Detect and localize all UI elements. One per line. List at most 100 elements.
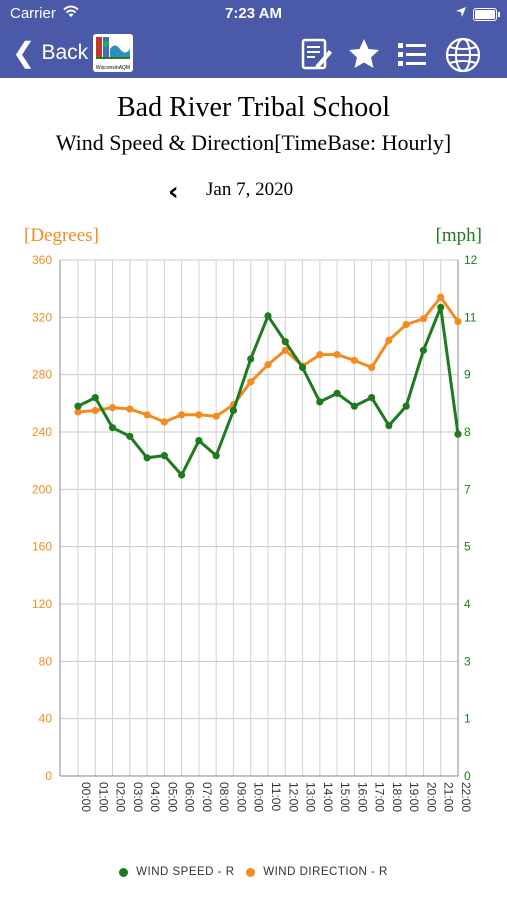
globe-icon[interactable] [444, 36, 481, 73]
right-tick-label: 7 [464, 482, 471, 496]
chart-subtitle: Wind Speed & Direction[TimeBase: Hourly] [55, 130, 452, 155]
nav-bar: ❮ Back WisconsinAQM [0, 28, 507, 78]
data-point-speed [247, 355, 255, 363]
left-axis-label: [Degrees] [24, 225, 99, 246]
data-point-speed [126, 432, 134, 440]
data-point-direction [419, 315, 428, 323]
data-point-direction [91, 406, 99, 415]
back-label: Back [41, 41, 89, 64]
x-tick-label: 02:00 [114, 782, 128, 812]
data-point-speed [212, 452, 220, 460]
legend-label-speed: WIND SPEED - R [136, 866, 235, 878]
data-point-direction [247, 378, 255, 386]
left-tick-label: 0 [45, 769, 52, 783]
x-tick-label: 07:00 [200, 782, 214, 812]
data-point-speed [178, 471, 186, 479]
data-point-direction [74, 408, 82, 416]
star-icon[interactable] [346, 36, 382, 72]
data-point-direction [368, 363, 376, 372]
data-point-direction [385, 336, 393, 344]
x-tick-label: 05:00 [165, 782, 179, 812]
x-tick-label: 16:00 [355, 782, 369, 812]
x-tick-label: 12:00 [286, 782, 300, 812]
left-tick-label: 360 [32, 253, 52, 267]
app-logo: WisconsinAQM [93, 34, 133, 72]
x-tick-label: 19:00 [407, 782, 421, 812]
data-point-direction [333, 351, 341, 359]
data-point-speed [385, 421, 393, 430]
data-point-direction [143, 411, 151, 419]
data-point-speed [108, 424, 117, 432]
data-point-speed [333, 389, 341, 397]
right-tick-label: 4 [464, 597, 471, 611]
right-tick-label: 12 [464, 253, 478, 267]
date-label: Jan 7, 2020 [206, 179, 294, 200]
status-bar: Carrier 7:23 AM [0, 0, 507, 28]
legend-item-speed: WIND SPEED - R [119, 866, 234, 878]
data-point-speed [437, 303, 445, 311]
right-tick-label: 11 [464, 310, 477, 324]
x-tick-label: 18:00 [390, 782, 404, 812]
data-point-direction [178, 411, 186, 419]
data-point-direction [160, 418, 168, 426]
x-tick-label: 03:00 [131, 782, 145, 812]
x-tick-label: 22:00 [459, 782, 473, 812]
logo-text: WisconsinAQM [95, 65, 131, 71]
battery-icon [473, 8, 500, 21]
left-tick-label: 160 [32, 540, 52, 554]
right-tick-label: 1 [464, 712, 471, 726]
data-point-speed [419, 346, 428, 354]
location-icon [455, 5, 467, 22]
wind-chart: 0 40 80 120 160 200 240 280 320 360 0 1 3 4 5 7 8 9 11 12 00… [32, 253, 478, 812]
station-title: Bad River Tribal School [116, 92, 390, 123]
data-point-speed [160, 452, 168, 460]
data-point-speed [402, 402, 410, 410]
data-point-direction [350, 356, 358, 364]
right-axis-label: [mph] [435, 225, 482, 246]
x-tick-label: 20:00 [424, 782, 438, 812]
right-tick-label: 3 [464, 654, 471, 668]
chart-legend: WIND SPEED - R WIND DIRECTION - R [0, 866, 507, 880]
right-tick-label: 5 [464, 540, 471, 554]
right-tick-label: 0 [464, 769, 471, 783]
chevron-left-icon: ❮ [12, 37, 36, 68]
right-tick-label: 9 [464, 368, 471, 382]
x-tick-label: 11:00 [269, 782, 283, 811]
x-tick-label: 01:00 [96, 782, 110, 812]
data-point-speed [298, 363, 307, 372]
data-point-speed [143, 454, 151, 462]
data-point-speed [454, 430, 462, 438]
legend-item-direction: WIND DIRECTION - R [246, 866, 388, 878]
left-tick-label: 200 [32, 482, 52, 496]
legend-swatch-speed [119, 867, 129, 877]
left-tick-label: 320 [32, 310, 52, 324]
x-tick-label: 06:00 [183, 782, 197, 812]
x-tick-label: 17:00 [373, 782, 387, 812]
back-button[interactable]: ❮ Back [12, 36, 88, 70]
data-point-direction [402, 320, 410, 329]
x-tick-label: 09:00 [234, 782, 248, 812]
edit-notes-icon[interactable] [298, 36, 334, 72]
legend-swatch-direction [246, 867, 256, 877]
list-icon[interactable] [394, 36, 430, 72]
left-tick-label: 80 [39, 654, 53, 668]
x-tick-label: 00:00 [79, 782, 93, 812]
data-point-direction [316, 351, 324, 359]
previous-day-button[interactable]: ‹ [168, 177, 179, 207]
left-tick-label: 120 [32, 597, 52, 611]
data-point-direction [281, 346, 289, 354]
x-tick-label: 14:00 [321, 782, 335, 812]
data-point-speed [195, 437, 203, 445]
data-point-direction [264, 361, 272, 369]
data-point-speed [368, 394, 376, 402]
x-tick-label: 10:00 [252, 782, 266, 812]
data-point-direction [437, 293, 445, 301]
x-tick-label: 21:00 [442, 782, 456, 812]
x-tick-label: 08:00 [217, 782, 231, 812]
data-point-speed [316, 398, 324, 406]
chart-header: Bad River Tribal School Wind Speed & Dir… [0, 92, 507, 156]
carrier-label: Carrier [10, 5, 56, 22]
data-point-speed [281, 338, 289, 346]
date-navigator: ‹ Jan 7, 2020 [0, 175, 507, 207]
x-tick-label: 04:00 [148, 782, 162, 812]
